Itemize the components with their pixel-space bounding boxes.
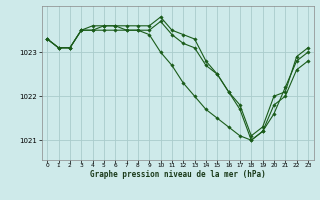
X-axis label: Graphe pression niveau de la mer (hPa): Graphe pression niveau de la mer (hPa) [90, 170, 266, 179]
